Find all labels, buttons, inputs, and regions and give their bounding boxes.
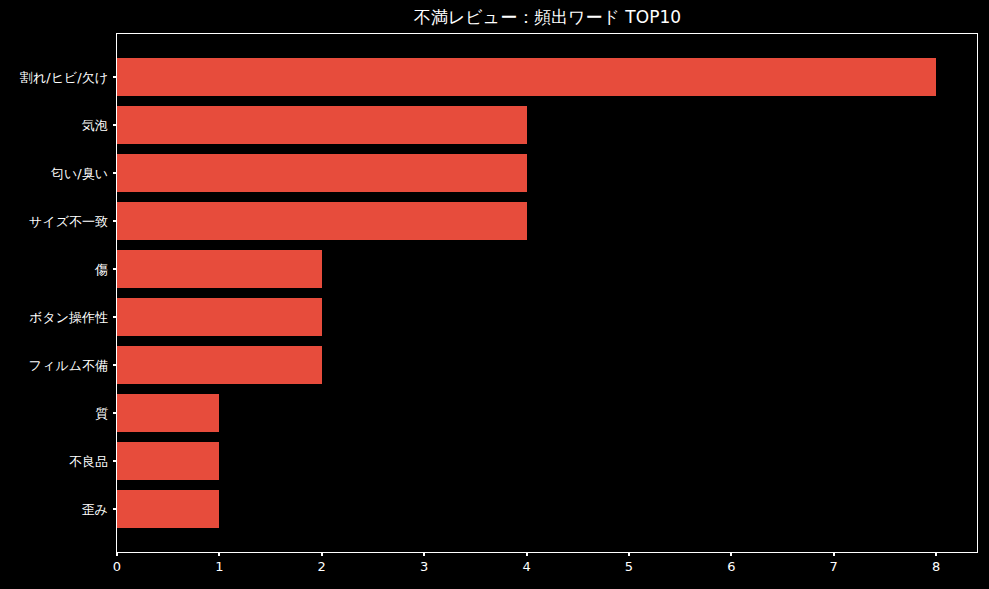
x-tick-label: 1: [215, 560, 223, 573]
y-tick-mark: [113, 508, 117, 510]
y-axis-label: 質: [95, 407, 108, 420]
bar-10: [117, 490, 219, 528]
y-axis-label: 気泡: [82, 118, 108, 131]
y-axis-label: ボタン操作性: [29, 311, 108, 324]
y-tick-mark: [113, 172, 117, 174]
x-tick-label: 7: [830, 560, 838, 573]
y-tick-mark: [113, 460, 117, 462]
bar-2: [117, 106, 527, 144]
y-axis-label: サイズ不一致: [29, 214, 108, 227]
x-tick-label: 5: [625, 560, 633, 573]
y-axis-label: 傷: [95, 262, 108, 275]
bar-3: [117, 154, 527, 192]
y-tick-mark: [113, 268, 117, 270]
x-tick-mark: [218, 552, 220, 556]
x-tick-label: 6: [727, 560, 735, 573]
x-tick-mark: [321, 552, 323, 556]
chart-figure: 不満レビュー：頻出ワード TOP10 割れ/ヒビ/欠け気泡匂い/臭いサイズ不一致…: [0, 0, 989, 589]
y-axis-label: 匂い/臭い: [51, 166, 108, 179]
y-tick-mark: [113, 412, 117, 414]
y-tick-mark: [113, 76, 117, 78]
x-tick-mark: [526, 552, 528, 556]
bar-5: [117, 250, 322, 288]
x-tick-label: 8: [932, 560, 940, 573]
y-tick-mark: [113, 124, 117, 126]
bar-8: [117, 394, 219, 432]
chart-title: 不満レビュー：頻出ワード TOP10: [117, 6, 978, 28]
x-tick-mark: [833, 552, 835, 556]
x-tick-mark: [423, 552, 425, 556]
x-tick-label: 2: [318, 560, 326, 573]
bar-7: [117, 346, 322, 384]
bar-6: [117, 298, 322, 336]
x-tick-mark: [116, 552, 118, 556]
y-axis-label: 割れ/ヒビ/欠け: [20, 70, 108, 83]
bar-4: [117, 202, 527, 240]
x-tick-mark: [730, 552, 732, 556]
y-axis-label: 不良品: [69, 455, 108, 468]
x-tick-label: 3: [420, 560, 428, 573]
x-tick-label: 0: [113, 560, 121, 573]
y-tick-mark: [113, 316, 117, 318]
x-tick-mark: [935, 552, 937, 556]
x-tick-label: 4: [522, 560, 530, 573]
y-axis-label: フィルム不備: [29, 359, 108, 372]
bar-9: [117, 442, 219, 480]
x-tick-mark: [628, 552, 630, 556]
bar-1: [117, 58, 936, 96]
y-tick-mark: [113, 364, 117, 366]
y-axis-label: 歪み: [82, 503, 108, 516]
plot-area: 割れ/ヒビ/欠け気泡匂い/臭いサイズ不一致傷ボタン操作性フィルム不備質不良品歪み…: [116, 33, 978, 553]
y-tick-mark: [113, 220, 117, 222]
